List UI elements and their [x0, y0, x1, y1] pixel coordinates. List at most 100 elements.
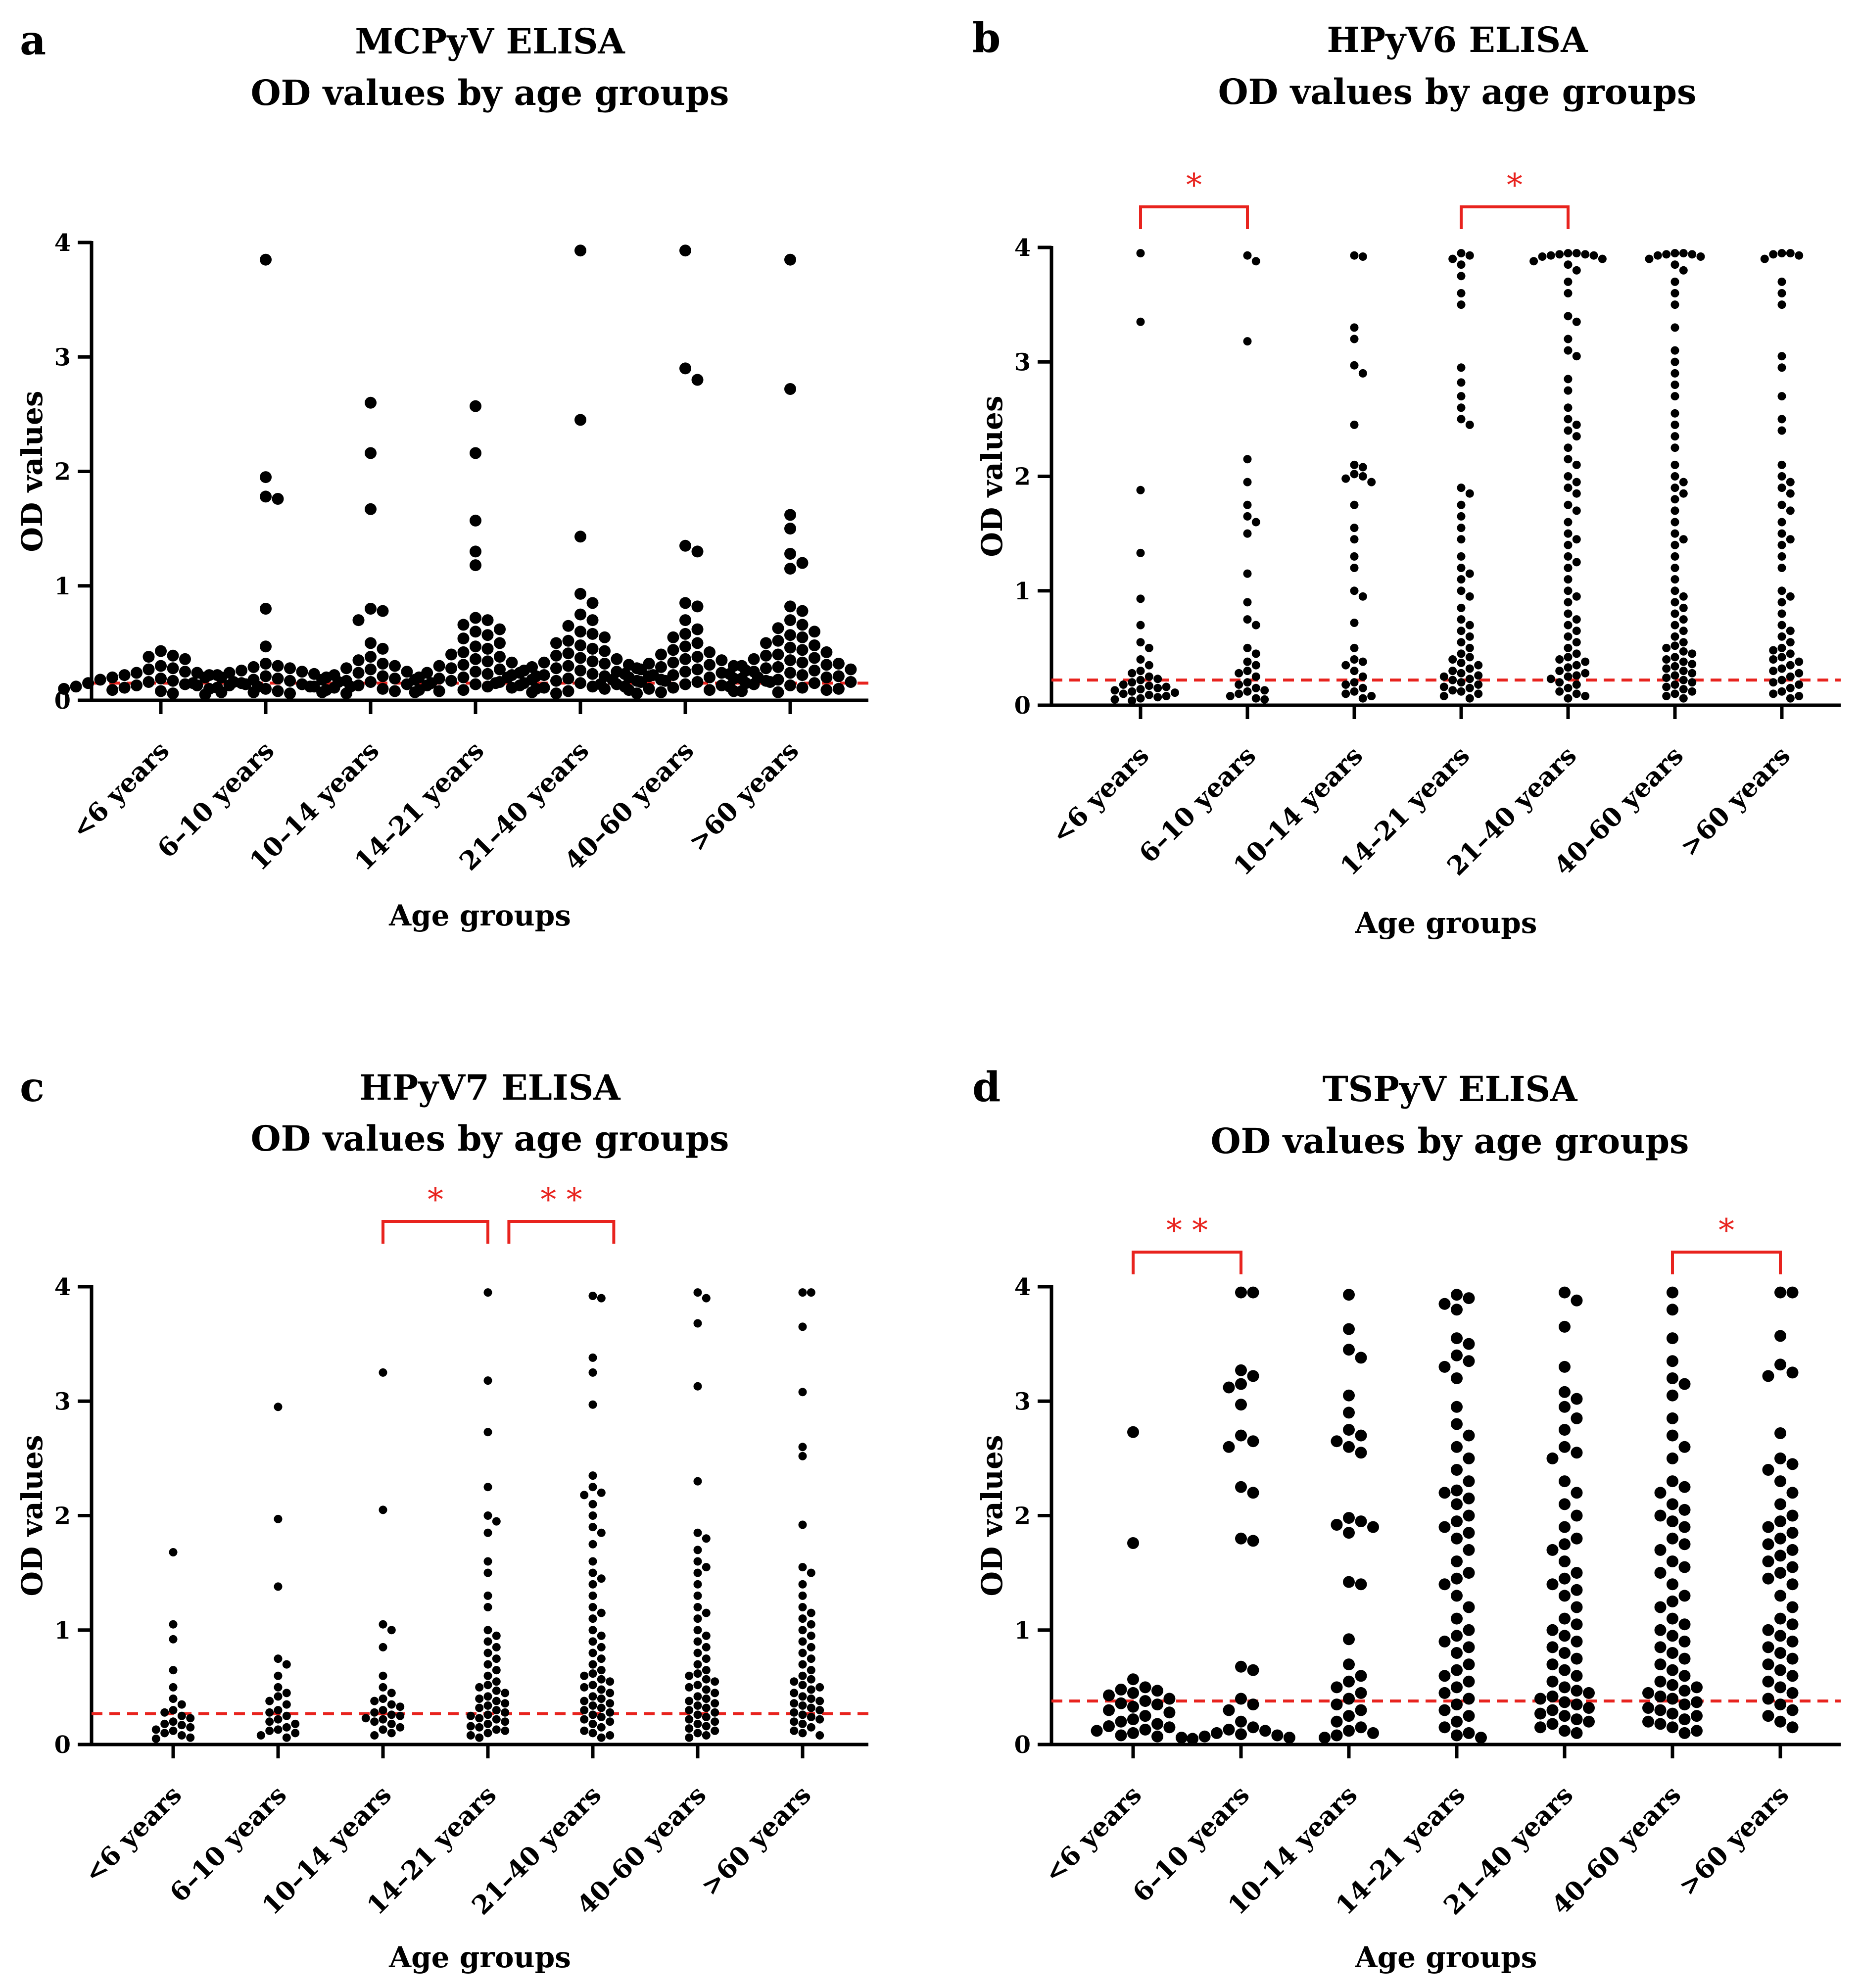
data-point [1572, 638, 1581, 647]
data-point [1127, 1426, 1139, 1438]
data-point [1667, 1679, 1678, 1691]
data-point [586, 668, 599, 680]
data-point [1243, 598, 1252, 607]
data-point [1139, 1695, 1151, 1707]
data-point [401, 666, 413, 678]
data-point [501, 1717, 510, 1726]
data-point [387, 1729, 396, 1738]
y-tick-label: 3 [54, 343, 71, 371]
data-point [1463, 1338, 1475, 1350]
data-point [580, 1491, 589, 1500]
data-point [186, 1733, 195, 1742]
data-point [352, 654, 365, 667]
data-point [597, 1723, 606, 1732]
data-point [186, 1723, 195, 1732]
data-point [272, 493, 284, 505]
data-point [274, 1671, 283, 1680]
data-point [693, 1477, 702, 1486]
data-point [1642, 1702, 1654, 1714]
data-point [1343, 1633, 1355, 1646]
data-point [1187, 1733, 1199, 1745]
data-point [1546, 1690, 1559, 1702]
data-point [1341, 474, 1350, 483]
data-point [1457, 403, 1466, 412]
data-point [685, 1706, 694, 1715]
data-point [1350, 619, 1359, 627]
data-point [1151, 1685, 1163, 1697]
data-point [1474, 661, 1483, 670]
data-point [1564, 564, 1573, 572]
data-point [1343, 1441, 1355, 1453]
data-point [1247, 1286, 1259, 1299]
data-point [1670, 609, 1679, 618]
data-point [562, 660, 574, 672]
data-point [809, 626, 820, 638]
chart-title-line: OD values by age groups [1211, 1120, 1689, 1162]
y-tick-label: 2 [54, 1503, 71, 1530]
data-point [1448, 655, 1457, 664]
data-point [501, 1708, 510, 1717]
data-point [562, 620, 574, 632]
data-point [1223, 1381, 1235, 1394]
data-point [1786, 1635, 1799, 1648]
data-point [702, 1695, 711, 1703]
data-point [1571, 1713, 1583, 1726]
data-point [619, 668, 631, 680]
data-point [798, 1637, 807, 1646]
x-tick-label: <6 years [1046, 740, 1155, 850]
data-point [1451, 1289, 1463, 1301]
data-point [1475, 1732, 1487, 1744]
data-point [1786, 1366, 1799, 1379]
data-point [1670, 621, 1679, 630]
data-point [470, 653, 481, 665]
data-point [483, 1511, 492, 1520]
data-point [1350, 251, 1359, 260]
data-point [340, 662, 352, 675]
data-point [1572, 535, 1581, 544]
data-point [265, 1708, 274, 1717]
data-point [1654, 1641, 1667, 1653]
data-point [1564, 249, 1573, 258]
data-point [155, 673, 167, 685]
data-point [1136, 485, 1145, 494]
data-point [807, 1568, 815, 1577]
data-point [796, 656, 809, 669]
data-point [1091, 1725, 1103, 1737]
data-point [272, 685, 284, 697]
data-point [1546, 1718, 1559, 1730]
data-point [588, 1500, 597, 1508]
data-point [1457, 658, 1466, 667]
data-point [845, 676, 857, 688]
data-point [494, 637, 506, 649]
y-axis-label: OD values [975, 395, 1009, 557]
data-point [1667, 1429, 1678, 1442]
data-point [1572, 558, 1581, 567]
data-point [1438, 1687, 1451, 1699]
data-point [588, 1719, 597, 1728]
data-point [1667, 1647, 1678, 1659]
data-point [667, 644, 679, 656]
data-point [1762, 1370, 1774, 1382]
data-point [1774, 1664, 1786, 1676]
data-point [1670, 484, 1679, 492]
data-point [702, 1654, 711, 1663]
data-point [483, 1719, 492, 1728]
data-point [1465, 569, 1474, 578]
data-point [1667, 1304, 1678, 1316]
data-point [1762, 1624, 1774, 1636]
data-point [772, 648, 784, 661]
data-point [1769, 646, 1778, 655]
data-point [475, 1695, 484, 1703]
data-point [1559, 1498, 1571, 1510]
data-point [1678, 1503, 1691, 1516]
data-point [365, 663, 377, 676]
data-point [1128, 678, 1137, 687]
data-point [588, 1729, 597, 1738]
data-point [1777, 363, 1786, 372]
data-point [1774, 1590, 1786, 1602]
data-point [667, 681, 679, 694]
data-point [1538, 252, 1547, 261]
data-point [1343, 1406, 1355, 1419]
data-point [715, 654, 728, 667]
data-point [1145, 661, 1153, 670]
